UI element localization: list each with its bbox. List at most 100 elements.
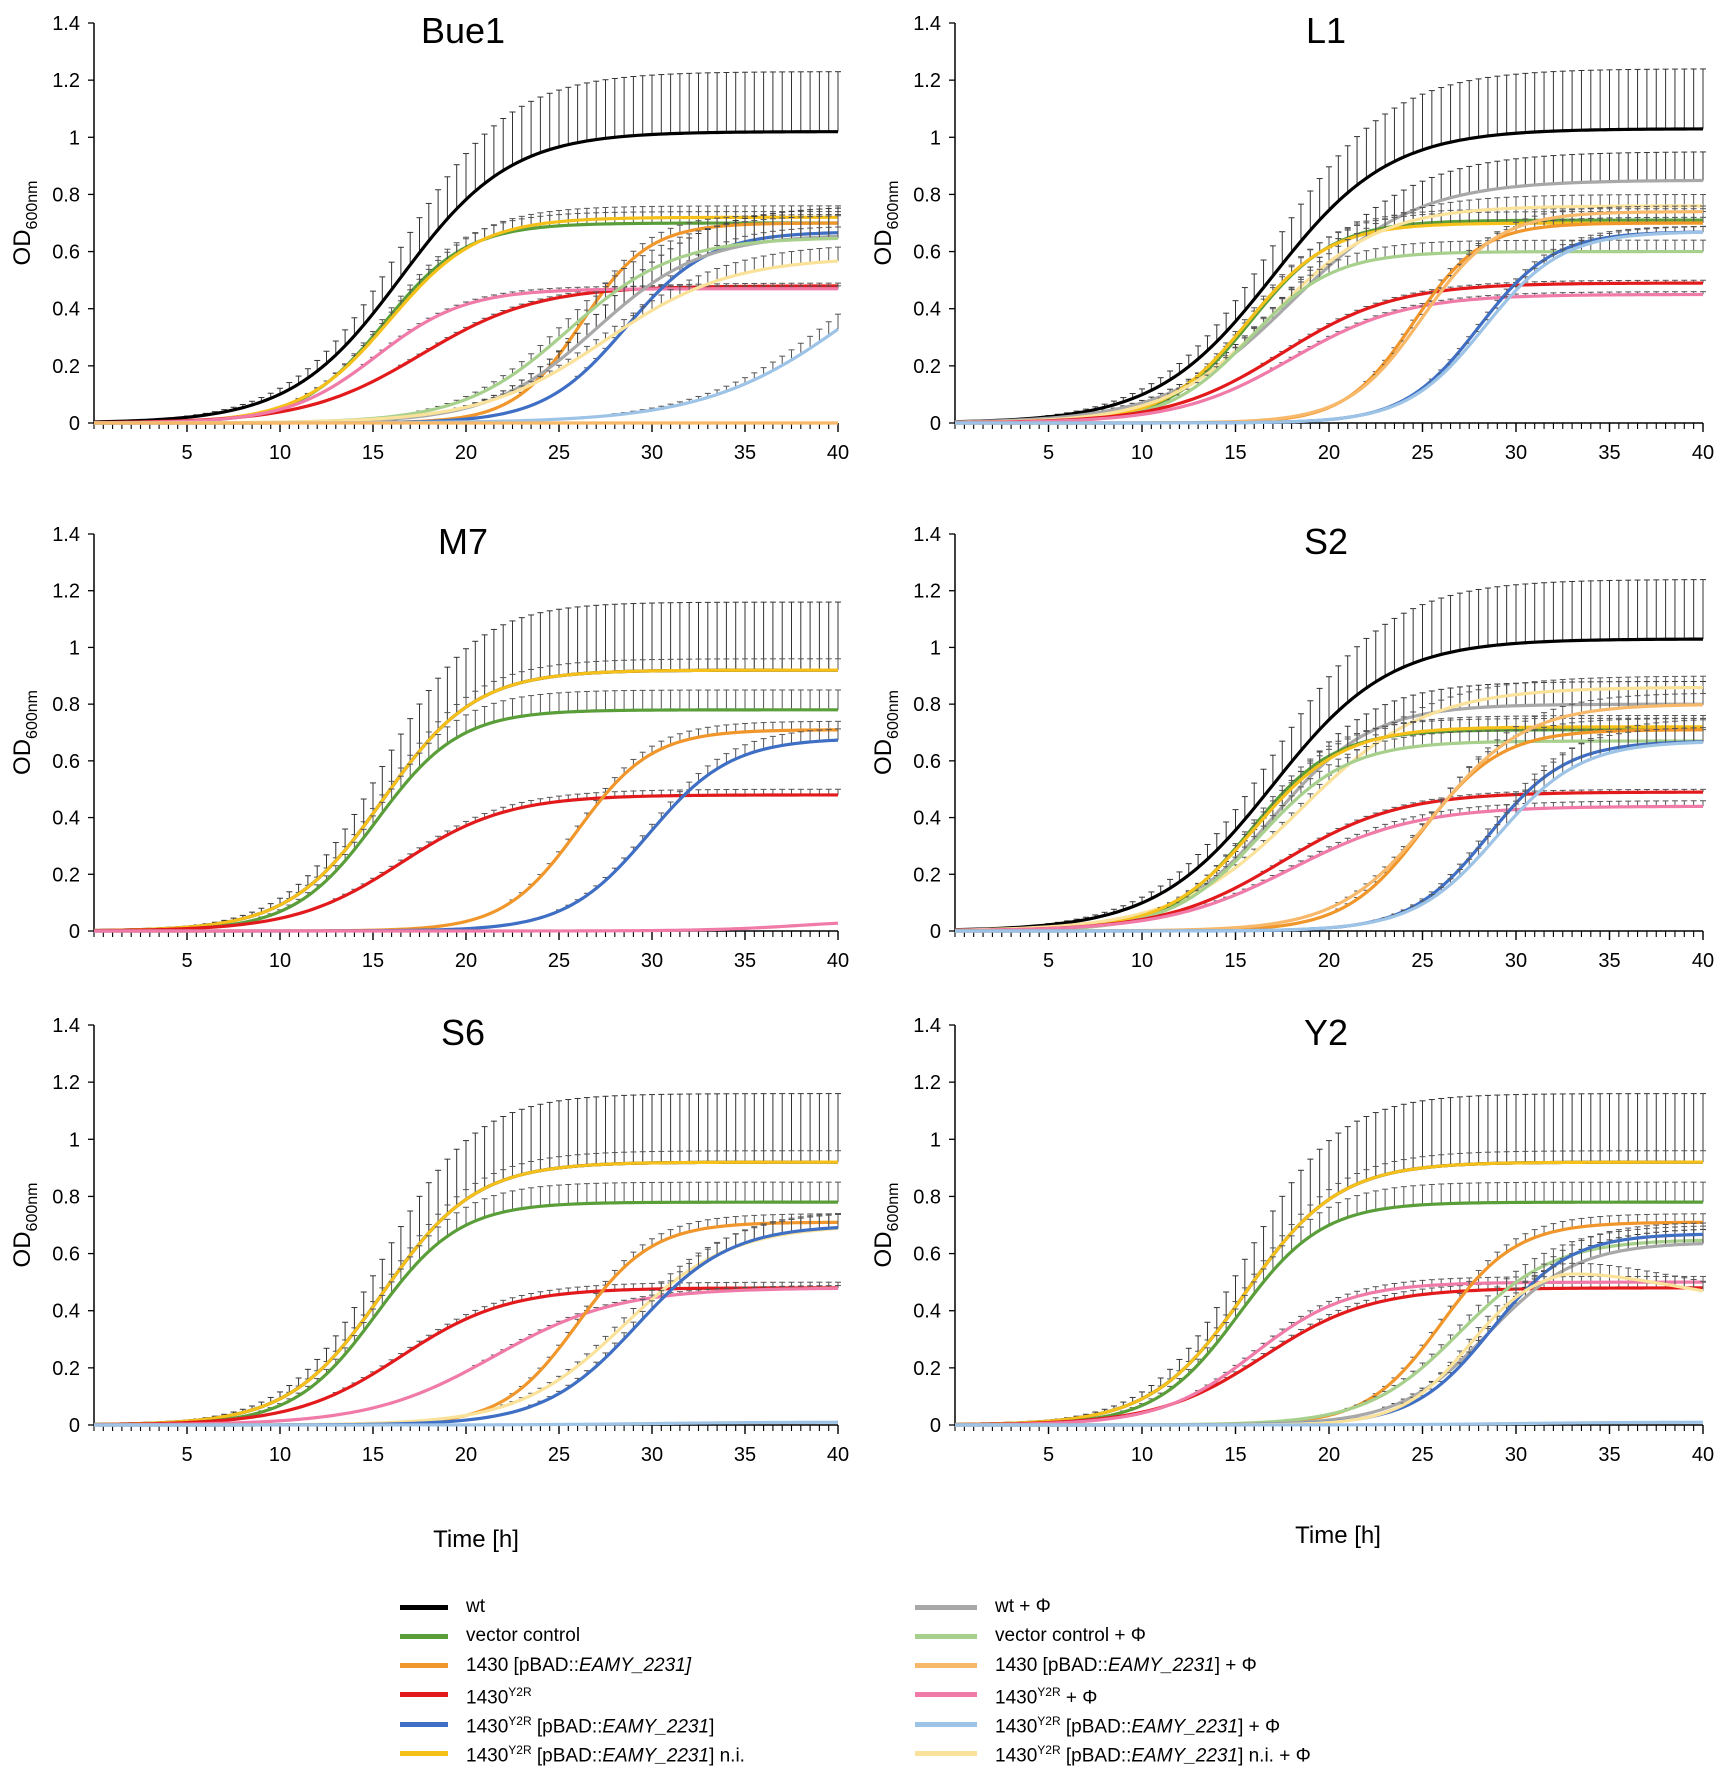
y-axis-label-main: OD <box>9 739 36 775</box>
y-tick-label: 0.2 <box>52 356 80 378</box>
chart-panel-s2: 0 0.2 0.4 0.6 0.8 1 1.2 1.4 5 10 15 20 25 30 35 40 S2 OD6… <box>870 521 1714 972</box>
x-tick-label: 10 <box>269 1444 291 1466</box>
series-vcP <box>954 239 1706 425</box>
x-tick-label: 25 <box>548 1444 570 1466</box>
x-tick-label: 20 <box>1318 950 1340 972</box>
x-tick-label: 30 <box>1505 950 1527 972</box>
chart-title: Bue1 <box>421 10 505 51</box>
x-tick-label: 10 <box>269 442 291 464</box>
y-axis-label: OD600nm <box>9 181 41 266</box>
x-tick-label: 15 <box>362 442 384 464</box>
series-y2rp <box>94 728 841 933</box>
chart-title: M7 <box>438 521 488 562</box>
y-axis-label-main: OD <box>870 229 897 265</box>
y-tick-label: 0 <box>69 1415 80 1437</box>
series-vc <box>954 717 1706 933</box>
x-tick-label: 40 <box>827 1444 849 1466</box>
y-tick-label: 0.6 <box>913 242 941 264</box>
series-y2rni <box>93 658 841 933</box>
y-tick-label: 0 <box>930 921 941 943</box>
y-tick-label: 1.2 <box>52 70 80 92</box>
series-line-p1430 <box>94 221 839 425</box>
y-tick-label: 0 <box>69 921 80 943</box>
y-tick-label: 1.4 <box>913 524 941 546</box>
chart-panel-s6: 0 0.2 0.4 0.6 0.8 1 1.2 1.4 5 10 15 20 25 30 35 40 S6 OD6… <box>9 1012 849 1466</box>
y-tick-label: 0.2 <box>913 864 941 886</box>
chart-panel-l1: 0 0.2 0.4 0.6 0.8 1 1.2 1.4 5 10 15 20 25 30 35 40 L1 OD6… <box>870 10 1714 464</box>
series-line-y2rpP <box>955 740 1704 933</box>
x-tick-label: 15 <box>362 950 384 972</box>
x-tick-label: 5 <box>181 1444 192 1466</box>
series-y2r <box>954 279 1706 425</box>
chart-title: S6 <box>441 1012 485 1053</box>
series-wt <box>954 68 1706 424</box>
series-y2rni <box>93 1150 841 1427</box>
y-tick-label: 1 <box>69 637 80 659</box>
series-wt <box>93 71 841 424</box>
series-y2rP <box>93 285 841 425</box>
series-line-y2rniP <box>954 204 1703 425</box>
x-tick-label: 20 <box>455 950 477 972</box>
x-tick-label: 10 <box>1131 950 1153 972</box>
series-y2rpP <box>955 719 1706 933</box>
x-tick-label: 5 <box>181 442 192 464</box>
y-tick-label: 0 <box>930 413 941 435</box>
x-tick-label: 5 <box>181 950 192 972</box>
x-tick-label: 5 <box>1043 442 1054 464</box>
series-line-y2r <box>954 281 1704 425</box>
x-tick-label: 15 <box>1224 950 1246 972</box>
x-tick-label: 20 <box>1318 442 1340 464</box>
x-tick-label: 10 <box>269 950 291 972</box>
series-line-y2rP <box>93 287 838 425</box>
y-tick-label: 1 <box>69 127 80 149</box>
series-line-y2rp <box>94 738 839 933</box>
y-tick-label: 1.2 <box>52 581 80 603</box>
series-line-y2rpP <box>955 230 1704 425</box>
y-tick-label: 1.4 <box>52 524 80 546</box>
series-line-wt <box>954 637 1704 932</box>
series-wt <box>954 579 1706 932</box>
series-line-vc <box>93 708 838 933</box>
y-tick-label: 0.8 <box>52 694 80 716</box>
y-axis-label: OD600nm <box>9 690 41 775</box>
series-y2rniP <box>954 675 1706 932</box>
y-tick-label: 0.8 <box>913 694 941 716</box>
y-axis-label: OD600nm <box>870 181 902 266</box>
y-tick-label: 0.4 <box>52 1301 80 1323</box>
series-y2rpP <box>955 226 1706 425</box>
x-tick-label: 25 <box>1411 950 1433 972</box>
series-line-y2r <box>93 284 839 425</box>
y-axis-label-subscript: 600nm <box>24 690 41 739</box>
y-tick-label: 1.4 <box>52 13 80 35</box>
x-tick-label: 30 <box>641 442 663 464</box>
series-y2rP <box>954 291 1706 425</box>
x-tick-label: 15 <box>1224 442 1246 464</box>
y-axis-label-main: OD <box>9 229 36 265</box>
y-tick-label: 0.6 <box>913 751 941 773</box>
series-y2rp <box>94 226 841 425</box>
series-wtP <box>954 151 1706 424</box>
y-tick-label: 1.2 <box>52 1072 80 1094</box>
series-line-y2rP <box>94 921 839 933</box>
series-y2rP <box>94 921 839 933</box>
x-tick-label: 40 <box>1692 442 1714 464</box>
y-tick-label: 0.8 <box>913 184 941 206</box>
y-tick-label: 0.8 <box>52 1186 80 1208</box>
y-axis-label-subscript: 600nm <box>885 181 902 230</box>
series-line-y2rP <box>954 292 1704 425</box>
series-wt <box>93 601 841 933</box>
y-tick-label: 1.2 <box>913 581 941 603</box>
x-tick-label: 5 <box>1043 950 1054 972</box>
chart-title: S2 <box>1304 521 1348 562</box>
y-tick-label: 1.4 <box>913 13 941 35</box>
x-tick-label: 30 <box>641 950 663 972</box>
x-tick-label: 35 <box>734 442 756 464</box>
y-tick-label: 0.6 <box>52 1244 80 1266</box>
series-y2rP <box>954 800 1706 933</box>
y-axis-label: OD600nm <box>870 690 902 775</box>
x-tick-label: 35 <box>734 950 756 972</box>
x-tick-label: 25 <box>1411 442 1433 464</box>
x-tick-label: 40 <box>827 950 849 972</box>
y-axis-label-subscript: 600nm <box>24 1183 41 1232</box>
